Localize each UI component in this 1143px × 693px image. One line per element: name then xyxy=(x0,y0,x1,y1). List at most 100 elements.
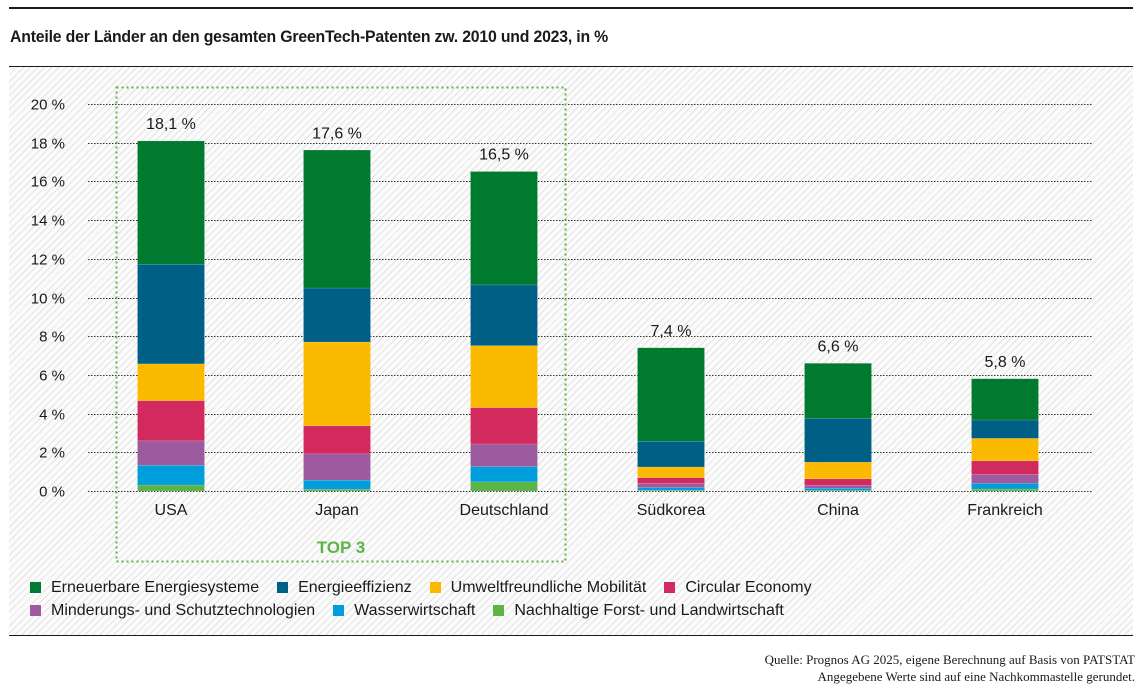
legend-item-minderungs-und-schutztechnologien: Minderungs- und Schutztechnologien xyxy=(30,602,315,620)
category-label: Frankreich xyxy=(967,502,1043,519)
category-label: China xyxy=(817,502,859,519)
legend-label: Minderungs- und Schutztechnologien xyxy=(51,601,316,619)
bar-segment xyxy=(137,465,205,486)
category-label: Japan xyxy=(315,502,359,519)
total-label: 18,1 % xyxy=(146,116,196,133)
bar-segment xyxy=(470,345,538,408)
bar-stack-südkorea xyxy=(637,347,705,492)
legend-item-erneuerbare-energiesysteme: Erneuerbare Energiesysteme xyxy=(30,579,259,597)
legend-swatch-icon xyxy=(664,582,676,593)
legend-swatch-icon xyxy=(30,582,41,593)
category-label: Südkorea xyxy=(637,502,706,519)
bar-segment xyxy=(470,481,538,492)
bar-segment xyxy=(971,460,1039,475)
legend-swatch-icon xyxy=(429,582,441,593)
bar-segment xyxy=(971,419,1039,439)
bar-segment xyxy=(804,478,872,486)
bar-stack-usa xyxy=(137,140,205,492)
bar-segment xyxy=(637,487,705,491)
chart-title: Anteile der Länder an den gesamten Green… xyxy=(10,27,609,46)
top3-highlight: TOP 3 xyxy=(115,86,567,563)
legend-swatch-icon xyxy=(493,605,505,616)
bar-segment xyxy=(137,440,205,466)
source-line: Quelle: Prognos AG 2025, eigene Berechnu… xyxy=(764,652,1135,667)
y-tick-label: 4 % xyxy=(39,407,65,424)
bar-segment xyxy=(470,407,538,445)
legend-row-1: Erneuerbare Energiesysteme Energieeffizi… xyxy=(30,576,830,599)
legend-label: Nachhaltige Forst- und Landwirtschaft xyxy=(514,601,784,619)
bar-segment xyxy=(303,425,371,455)
legend-swatch-icon xyxy=(30,605,41,616)
bar-segment xyxy=(637,347,705,442)
bar-segment xyxy=(137,140,205,265)
bar-stack-china xyxy=(804,363,872,492)
source-note: Quelle: Prognos AG 2025, eigene Berechnu… xyxy=(765,651,1135,685)
y-tick-label: 12 % xyxy=(31,252,65,269)
bar-segment xyxy=(470,466,538,483)
legend-item-circular-economy: Circular Economy xyxy=(664,578,812,597)
legend-row-2: Minderungs- und Schutztechnologien Wasse… xyxy=(30,599,830,622)
bar-segment xyxy=(971,488,1039,492)
total-labels: 18,1 % 17,6 % 16,5 % 7,4 % 6,6 % 5,8 % xyxy=(146,116,1025,371)
bars xyxy=(137,140,1039,492)
bar-segment xyxy=(637,483,705,488)
legend-item-nachhaltige-forst-und-landwirtschaft: Nachhaltige Forst- und Landwirtschaft xyxy=(493,601,784,620)
y-tick-label: 16 % xyxy=(31,174,65,191)
y-tick-label: 2 % xyxy=(39,445,65,462)
category-label: USA xyxy=(155,502,188,519)
legend-swatch-icon xyxy=(333,605,345,616)
top-rule xyxy=(9,7,1133,9)
bar-segment xyxy=(303,287,371,343)
legend-label: Circular Economy xyxy=(685,578,812,596)
y-tick-label: 6 % xyxy=(39,368,65,385)
category-label: Deutschland xyxy=(460,502,549,519)
bar-segment xyxy=(303,479,371,490)
bar-segment xyxy=(804,488,872,491)
bar-segment xyxy=(137,400,205,442)
bar-segment xyxy=(971,474,1039,484)
total-label: 6,6 % xyxy=(818,338,859,355)
bar-stack-japan xyxy=(303,149,371,492)
bar-segment xyxy=(303,149,371,289)
bar-segment xyxy=(303,489,371,492)
y-axis-tick-labels: 0 % 2 % 4 % 6 % 8 % 10 % 12 % 14 % 16 % 18 % 20 % xyxy=(31,97,65,501)
category-labels: USA Japan Deutschland Südkorea China Frankrei… xyxy=(155,502,1043,519)
rounding-note: Angegebene Werte sind auf eine Nachkomma… xyxy=(817,669,1135,684)
legend-label: Wasserwirtschaft xyxy=(354,601,476,619)
bar-segment xyxy=(804,484,872,489)
top3-box xyxy=(115,86,567,563)
bar-segment xyxy=(804,417,872,463)
y-tick-label: 14 % xyxy=(31,213,65,230)
bar-segment xyxy=(137,263,205,365)
y-tick-label: 8 % xyxy=(39,329,65,346)
legend-item-wasserwirtschaft: Wasserwirtschaft xyxy=(333,602,475,620)
bar-segment xyxy=(137,484,205,492)
bar-segment xyxy=(137,363,205,401)
legend-label: Umweltfreundliche Mobilität xyxy=(450,578,647,596)
legend: Erneuerbare Energiesysteme Energieeffizi… xyxy=(30,576,830,622)
top3-label: TOP 3 xyxy=(317,538,366,557)
total-label: 7,4 % xyxy=(651,323,692,340)
bar-stack-deutschland xyxy=(470,171,538,492)
bar-segment xyxy=(637,466,705,478)
bar-segment xyxy=(470,284,538,346)
y-tick-label: 10 % xyxy=(31,291,65,308)
bar-segment xyxy=(470,443,538,467)
legend-label: Energieeffizienz xyxy=(298,578,412,596)
bar-segment xyxy=(804,363,872,419)
bar-segment xyxy=(303,453,371,481)
bar-segment xyxy=(637,477,705,484)
bar-segment xyxy=(303,341,371,427)
bar-segment xyxy=(971,438,1039,462)
bar-stack-frankreich xyxy=(971,378,1039,492)
total-label: 16,5 % xyxy=(479,147,529,164)
legend-item-umweltfreundliche-mobilitaet: Umweltfreundliche Mobilität xyxy=(429,578,647,597)
bar-segment xyxy=(804,461,872,480)
legend-swatch-icon xyxy=(277,582,289,593)
bar-segment xyxy=(971,483,1039,490)
gridlines xyxy=(88,104,1092,492)
bar-segment xyxy=(470,171,538,286)
bar-segment xyxy=(637,441,705,468)
total-label: 17,6 % xyxy=(312,125,362,142)
